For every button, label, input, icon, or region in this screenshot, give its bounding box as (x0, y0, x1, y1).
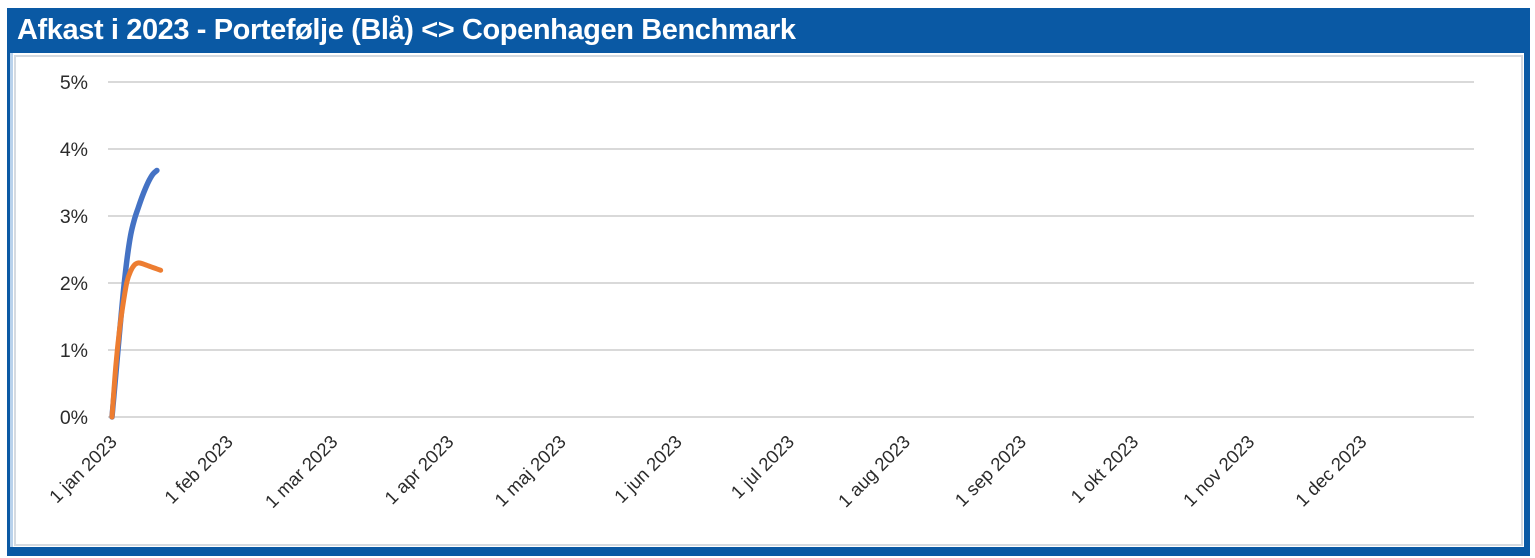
y-tick-label: 4% (60, 139, 88, 161)
window-bottom-bar (7, 547, 1530, 556)
y-tick-label: 5% (60, 72, 88, 94)
y-tick-label: 3% (60, 206, 88, 228)
x-tick-label: 1 apr 2023 (380, 431, 457, 508)
y-tick-label: 1% (60, 340, 88, 362)
chart-title-bar: Afkast i 2023 - Portefølje (Blå) <> Cope… (7, 8, 1530, 53)
x-tick-label: 1 jan 2023 (45, 431, 121, 507)
x-tick-label: 1 nov 2023 (1179, 431, 1259, 511)
x-tick-label: 1 sep 2023 (950, 431, 1030, 511)
chart-card: 0% 1% 2% 3% 4% 5% 1 jan 2023 1 feb 2023 1 mar 20… (14, 55, 1523, 546)
x-tick-label: 1 feb 2023 (160, 431, 237, 508)
window-left-border (7, 53, 13, 547)
window-right-border (1524, 8, 1530, 556)
x-tick-label: 1 aug 2023 (834, 431, 914, 511)
series-line-benchmark (109, 260, 164, 420)
x-tick-label: 1 jun 2023 (610, 431, 686, 507)
x-tick-label: 1 maj 2023 (490, 431, 570, 511)
y-tick-label: 2% (60, 273, 88, 295)
x-tick-label: 1 mar 2023 (261, 431, 342, 512)
chart-title: Afkast i 2023 - Portefølje (Blå) <> Cope… (17, 14, 796, 46)
x-tick-label: 1 dec 2023 (1291, 431, 1371, 511)
chart-svg: 0% 1% 2% 3% 4% 5% 1 jan 2023 1 feb 2023 1 mar 20… (45, 72, 1474, 512)
x-tick-label: 1 okt 2023 (1066, 431, 1142, 507)
x-tick-label: 1 jul 2023 (727, 431, 799, 503)
y-tick-label: 0% (60, 407, 88, 429)
series-line-portfolio (109, 167, 160, 420)
